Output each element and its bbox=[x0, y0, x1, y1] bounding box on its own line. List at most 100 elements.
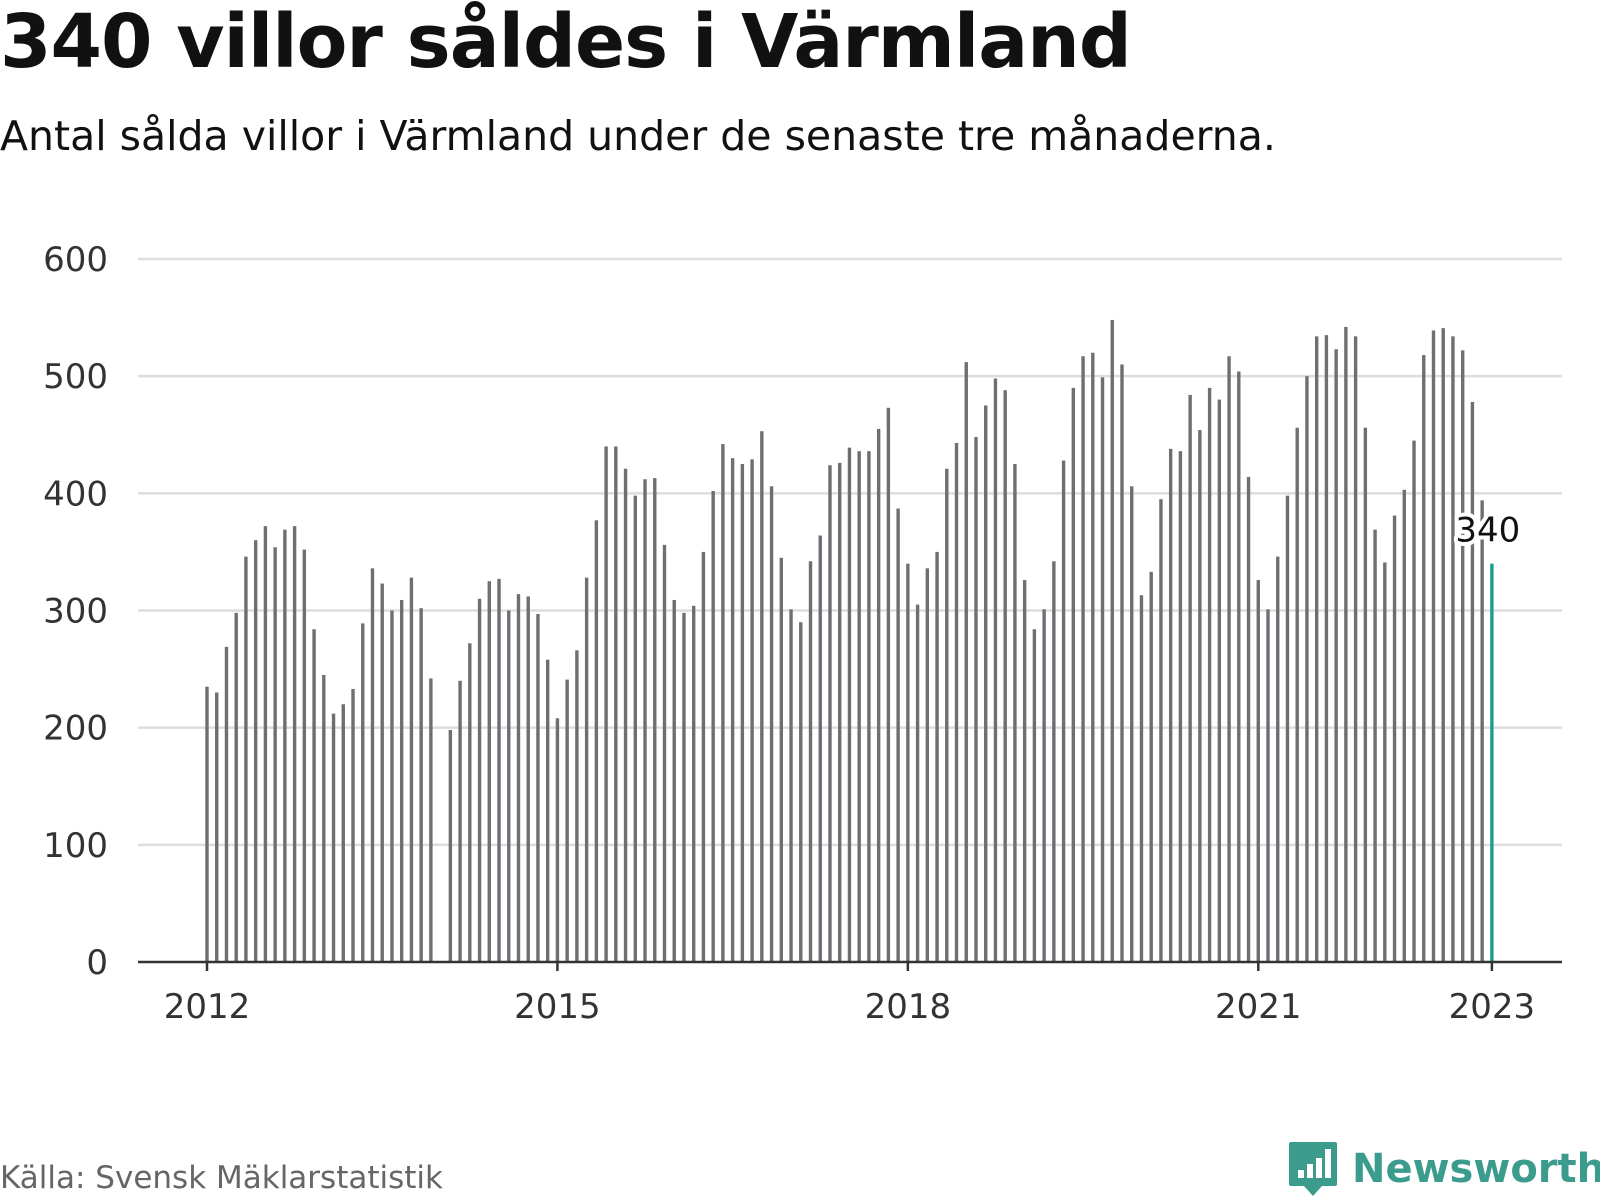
bar bbox=[487, 581, 491, 962]
bar bbox=[1198, 430, 1202, 962]
bar bbox=[1373, 529, 1377, 962]
bar bbox=[915, 604, 920, 962]
y-tick-label: 100 bbox=[43, 826, 108, 866]
bar bbox=[1353, 336, 1358, 963]
bar bbox=[1091, 352, 1095, 962]
bar bbox=[507, 610, 511, 962]
bar bbox=[292, 526, 297, 962]
bar bbox=[575, 650, 579, 962]
bar bbox=[769, 486, 774, 962]
bar bbox=[1227, 356, 1231, 963]
bar bbox=[633, 495, 637, 962]
bar bbox=[1022, 580, 1027, 962]
bar bbox=[1130, 486, 1134, 962]
bar bbox=[234, 612, 238, 962]
bar bbox=[1276, 556, 1280, 962]
bar bbox=[1178, 451, 1183, 962]
bar bbox=[954, 442, 959, 962]
bar bbox=[1441, 328, 1445, 963]
bar bbox=[516, 594, 521, 962]
x-tick-label: 2015 bbox=[514, 987, 601, 1027]
bar bbox=[896, 508, 900, 962]
x-tick-label: 2018 bbox=[865, 987, 952, 1027]
bar bbox=[1305, 376, 1309, 963]
bar bbox=[1266, 609, 1270, 962]
bar bbox=[302, 549, 307, 962]
y-tick-label: 300 bbox=[43, 592, 108, 632]
bar bbox=[867, 451, 871, 962]
bar bbox=[215, 692, 219, 962]
bar bbox=[409, 577, 414, 962]
bar bbox=[497, 578, 501, 962]
bar bbox=[555, 718, 560, 962]
bar bbox=[604, 446, 608, 962]
bar bbox=[361, 623, 365, 962]
bar bbox=[1168, 448, 1173, 962]
bar bbox=[468, 643, 472, 962]
bar bbox=[1149, 571, 1153, 962]
last-value-label: 340 bbox=[1455, 511, 1520, 551]
bar bbox=[312, 629, 316, 962]
bar bbox=[1032, 629, 1037, 962]
bar bbox=[205, 686, 209, 962]
bar-chart: 0 100 200 300 400 500 600 2012 2015 2018 2021 2023… bbox=[43, 240, 1562, 1027]
bar bbox=[799, 622, 803, 962]
bar bbox=[984, 405, 988, 962]
bar bbox=[322, 674, 326, 962]
bar-highlight bbox=[1490, 563, 1494, 962]
bar bbox=[419, 608, 423, 962]
bar bbox=[828, 465, 832, 962]
bar bbox=[1217, 399, 1222, 963]
bar bbox=[1061, 460, 1066, 962]
bar bbox=[662, 544, 667, 962]
bar bbox=[1139, 595, 1144, 962]
bar bbox=[1480, 500, 1484, 962]
bar bbox=[750, 459, 754, 962]
bar bbox=[974, 437, 978, 962]
bar bbox=[536, 614, 540, 962]
bar bbox=[721, 444, 725, 963]
bar bbox=[886, 407, 891, 963]
bar bbox=[906, 563, 910, 962]
bar bbox=[390, 610, 394, 962]
bar bbox=[1071, 387, 1076, 963]
brand-logo[interactable]: Newsworthy bbox=[1288, 1137, 1600, 1201]
y-tick-label: 400 bbox=[43, 474, 108, 514]
bar bbox=[594, 520, 599, 962]
x-axis-ticks: 2012 2015 2018 2021 2023 bbox=[164, 962, 1535, 1027]
x-tick-label: 2012 bbox=[164, 987, 251, 1027]
bar bbox=[945, 468, 949, 962]
bar bbox=[380, 583, 384, 962]
bar bbox=[1460, 350, 1465, 962]
chart-title: 340 villor såldes i Värmland bbox=[0, 0, 1132, 85]
bar bbox=[1110, 319, 1114, 963]
bar bbox=[1363, 427, 1368, 963]
newsworthy-logo-icon bbox=[1289, 1142, 1337, 1196]
bars bbox=[205, 319, 1494, 963]
bar bbox=[1402, 489, 1406, 962]
y-tick-label: 200 bbox=[43, 709, 108, 749]
bar bbox=[448, 730, 453, 962]
y-tick-label: 500 bbox=[43, 357, 108, 397]
bar bbox=[1042, 609, 1046, 962]
bar bbox=[1256, 580, 1260, 962]
bar bbox=[1412, 440, 1416, 962]
bar bbox=[1431, 330, 1436, 962]
bar bbox=[1003, 390, 1007, 962]
chart-subtitle: Antal sålda villor i Värmland under de s… bbox=[0, 112, 1276, 160]
bar bbox=[672, 599, 676, 962]
bar bbox=[740, 464, 745, 962]
bar bbox=[429, 678, 433, 962]
bar bbox=[565, 679, 569, 962]
bar bbox=[253, 540, 258, 962]
bar bbox=[1392, 515, 1397, 962]
bar bbox=[711, 490, 715, 962]
bar bbox=[701, 551, 706, 962]
bar bbox=[283, 529, 287, 962]
source-note: Källa: Svensk Mäklarstatistik bbox=[0, 1160, 443, 1196]
bar bbox=[1052, 561, 1056, 962]
bar bbox=[623, 468, 628, 962]
bar bbox=[789, 609, 793, 962]
bar bbox=[935, 551, 939, 962]
bar bbox=[458, 680, 462, 962]
